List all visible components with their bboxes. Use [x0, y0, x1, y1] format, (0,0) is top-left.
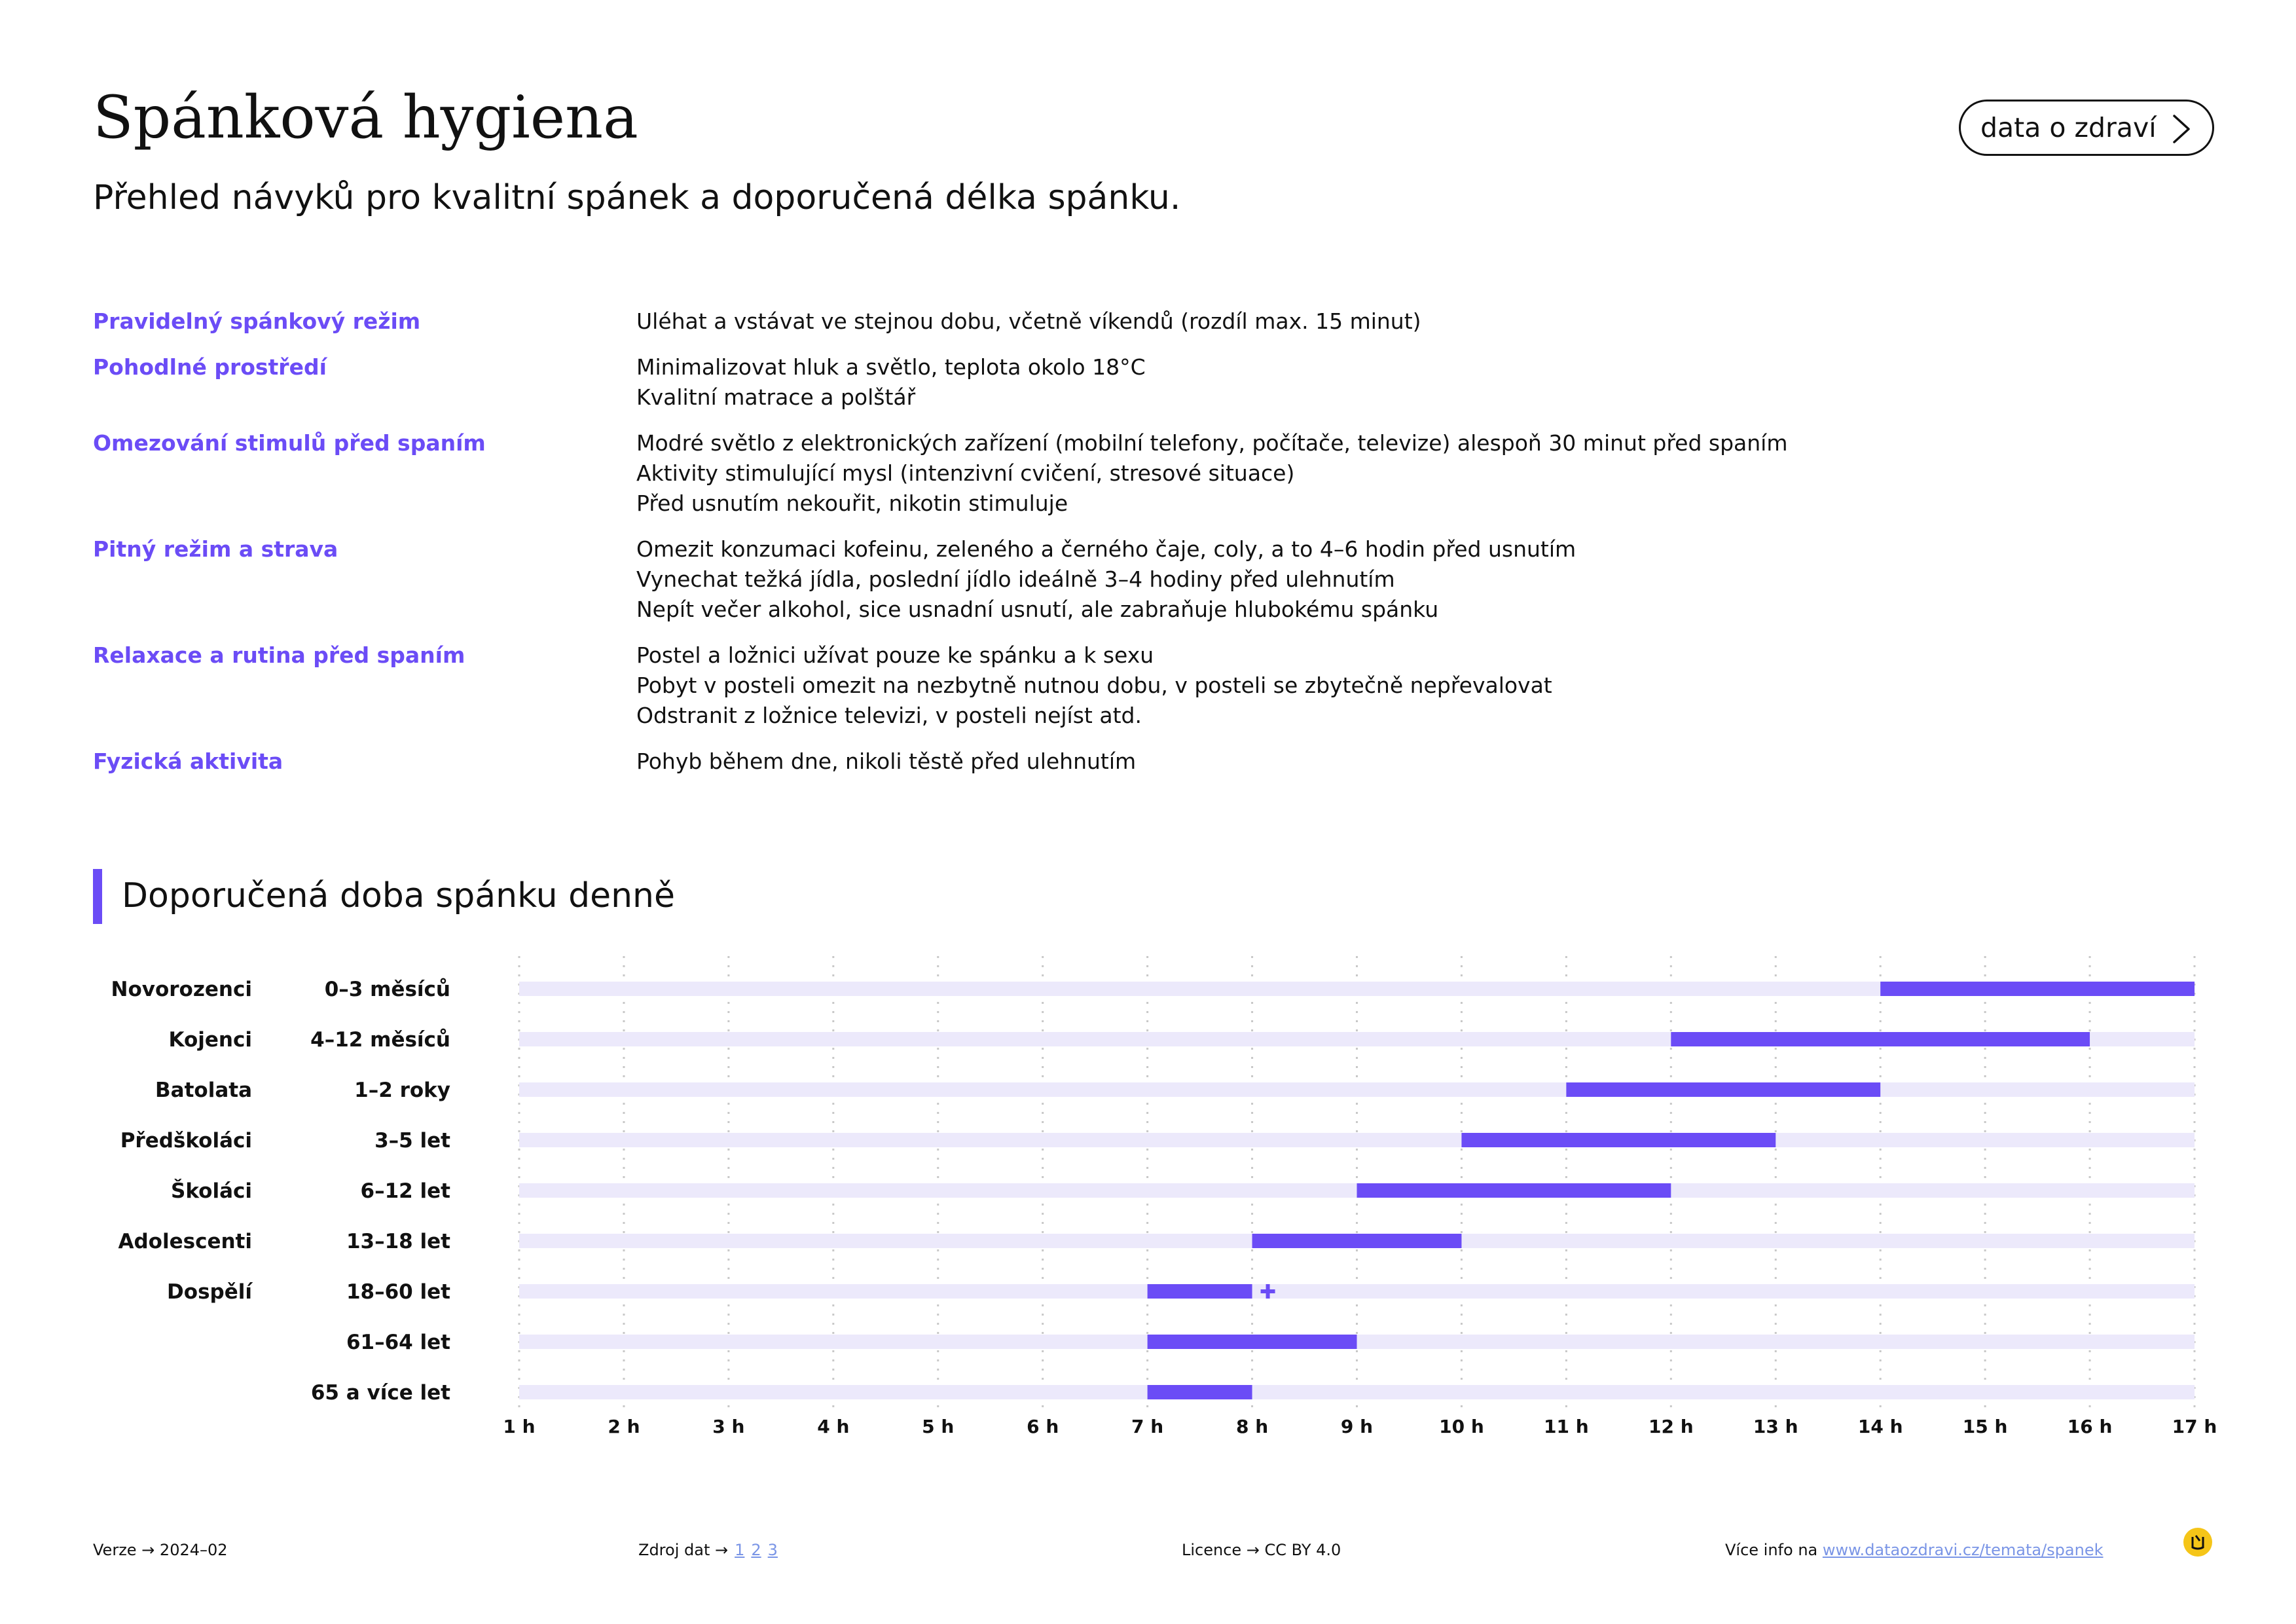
- tip-list: Modré světlo z elektronických zařízení (…: [636, 428, 2188, 519]
- x-tick-label: 8 h: [1236, 1416, 1268, 1437]
- range-bar: [1880, 982, 2195, 996]
- footer-more-prefix: Více info na: [1725, 1541, 1823, 1559]
- x-tick-label: 9 h: [1341, 1416, 1373, 1437]
- sleep-duration-chart: 1 h 2 h 3 h 4 h 5 h 6 h 7 h 8 h 9 h 10 h 11 h 12 h 1…: [111, 956, 2217, 1437]
- range-track: [519, 1082, 2195, 1097]
- x-tick-label: 13 h: [1753, 1416, 1798, 1437]
- age-label: 18–60 let: [346, 1280, 450, 1304]
- tip-list: Uléhat a vstávat ve stejnou dobu, včetně…: [636, 306, 2188, 337]
- tip-category: Fyzická aktivita: [93, 748, 283, 774]
- source-link-3[interactable]: 3: [767, 1541, 778, 1559]
- range-bar: [1566, 1082, 1881, 1097]
- x-tick-label: 14 h: [1858, 1416, 1903, 1437]
- age-label: 4–12 měsíců: [310, 1028, 450, 1052]
- tip-row: Pohodlné prostředí Minimalizovat hluk a s…: [93, 352, 2188, 413]
- chevron-right-icon: [2173, 115, 2190, 143]
- group-label: Batolata: [155, 1079, 252, 1102]
- tip-row: Pravidelný spánkový režim Uléhat a vstáva…: [93, 306, 2188, 337]
- tip-list: Omezit konzumaci kofeinu, zeleného a čer…: [636, 534, 2188, 625]
- tip-item: Uléhat a vstávat ve stejnou dobu, včetně…: [636, 308, 1421, 334]
- tip-item: Před usnutím nekouřit, nikotin stimuluje: [636, 490, 1068, 516]
- footer-more-info: Více info na www.dataozdravi.cz/temata/s…: [1725, 1539, 2104, 1561]
- range-bar: [1252, 1234, 1462, 1248]
- range-bar: [1461, 1133, 1776, 1147]
- footer-version: Verze → 2024–02: [93, 1541, 228, 1559]
- x-tick-label: 17 h: [2172, 1416, 2217, 1437]
- x-tick-label: 6 h: [1027, 1416, 1059, 1437]
- tip-item: Nepít večer alkohol, sice usnadní usnutí…: [636, 597, 1439, 622]
- x-tick-label: 7 h: [1131, 1416, 1163, 1437]
- range-track: [519, 1385, 2195, 1399]
- footer-source: Zdroj dat → 1 2 3: [638, 1539, 778, 1561]
- tip-item: Aktivity stimulující mysl (intenzivní cv…: [636, 460, 1295, 486]
- footer-source-label: Zdroj dat →: [638, 1541, 729, 1559]
- x-tick-label: 10 h: [1439, 1416, 1484, 1437]
- age-label: 61–64 let: [346, 1331, 450, 1354]
- group-label: Školáci: [171, 1179, 252, 1203]
- tip-item: Pobyt v posteli omezit na nezbytně nutno…: [636, 673, 1552, 698]
- source-link-2[interactable]: 2: [751, 1541, 761, 1559]
- tip-category: Relaxace a rutina před spaním: [93, 642, 465, 668]
- tip-item: Vynechat težká jídla, poslední jídlo ide…: [636, 566, 1395, 592]
- age-label: 65 a více let: [311, 1381, 450, 1405]
- tip-list: Pohyb během dne, nikoli těstě před ulehn…: [636, 747, 2188, 777]
- page-subtitle: Přehled návyků pro kvalitní spánek a dop…: [93, 178, 1181, 217]
- tip-row: Omezování stimulů před spaním Modré světl…: [93, 428, 2188, 519]
- tip-category: Pitný režim a strava: [93, 536, 338, 562]
- tip-item: Modré světlo z elektronických zařízení (…: [636, 430, 1788, 456]
- sleep-hygiene-tips: Pravidelný spánkový režim Uléhat a vstáva…: [93, 306, 2188, 792]
- section-title: Doporučená doba spánku denně: [122, 876, 675, 915]
- group-label: Adolescenti: [118, 1230, 253, 1253]
- logo-mark-icon: [2191, 1535, 2204, 1550]
- range-bar: [1147, 1335, 1357, 1349]
- tip-row: Fyzická aktivita Pohyb během dne, nikoli …: [93, 747, 2188, 777]
- x-tick-label: 3 h: [712, 1416, 744, 1437]
- range-bar: [1357, 1183, 1671, 1198]
- tip-list: Postel a ložnici užívat pouze ke spánku …: [636, 640, 2188, 731]
- range-track: [519, 982, 2195, 996]
- data-o-zdravi-label: data o zdraví: [1980, 112, 2157, 143]
- x-tick-label: 15 h: [1963, 1416, 2008, 1437]
- tip-category: Pravidelný spánkový režim: [93, 308, 421, 334]
- logo-icon: [2183, 1528, 2212, 1557]
- range-bar: [1147, 1385, 1252, 1399]
- x-tick-label: 11 h: [1544, 1416, 1589, 1437]
- x-tick-label: 4 h: [817, 1416, 849, 1437]
- age-label: 6–12 let: [361, 1179, 451, 1203]
- group-label: Novorozenci: [111, 978, 252, 1001]
- range-track: [519, 1133, 2195, 1147]
- tip-item: Pohyb během dne, nikoli těstě před ulehn…: [636, 748, 1137, 774]
- source-link-1[interactable]: 1: [735, 1541, 745, 1559]
- group-label: Dospělí: [167, 1280, 253, 1304]
- x-tick-label: 16 h: [2068, 1416, 2113, 1437]
- age-label: 0–3 měsíců: [325, 978, 450, 1001]
- tip-item: Kvalitní matrace a polštář: [636, 384, 916, 410]
- tip-list: Minimalizovat hluk a světlo, teplota oko…: [636, 352, 2188, 413]
- tip-item: Minimalizovat hluk a světlo, teplota oko…: [636, 354, 1146, 380]
- tip-item: Postel a ložnici užívat pouze ke spánku …: [636, 642, 1154, 668]
- age-label: 3–5 let: [374, 1129, 450, 1153]
- group-label: Kojenci: [169, 1028, 253, 1052]
- tip-category: Omezování stimulů před spaním: [93, 430, 486, 456]
- range-track: [519, 1284, 2195, 1299]
- tip-item: Omezit konzumaci kofeinu, zeleného a čer…: [636, 536, 1576, 562]
- group-label: Předškoláci: [120, 1129, 252, 1153]
- x-tick-label: 12 h: [1649, 1416, 1694, 1437]
- data-o-zdravi-button[interactable]: data o zdraví: [1959, 100, 2214, 156]
- range-bar: [1671, 1032, 2090, 1046]
- x-tick-label: 2 h: [608, 1416, 640, 1437]
- tip-item: Odstranit z ložnice televizi, v posteli …: [636, 703, 1142, 728]
- footer-license: Licence → CC BY 4.0: [1182, 1541, 1341, 1559]
- x-tick-label: 1 h: [503, 1416, 535, 1437]
- age-label: 1–2 roky: [354, 1079, 450, 1102]
- section-accent-bar: [93, 869, 102, 924]
- x-tick-label: 5 h: [922, 1416, 954, 1437]
- page-title: Spánková hygiena: [93, 83, 638, 152]
- tip-category: Pohodlné prostředí: [93, 354, 327, 380]
- tip-row: Relaxace a rutina před spaním Postel a lo…: [93, 640, 2188, 731]
- range-bar: [1147, 1284, 1252, 1299]
- footer-more-link[interactable]: www.dataozdravi.cz/temata/spanek: [1822, 1541, 2104, 1559]
- tip-row: Pitný režim a strava Omezit konzumaci kof…: [93, 534, 2188, 625]
- age-label: 13–18 let: [346, 1230, 450, 1253]
